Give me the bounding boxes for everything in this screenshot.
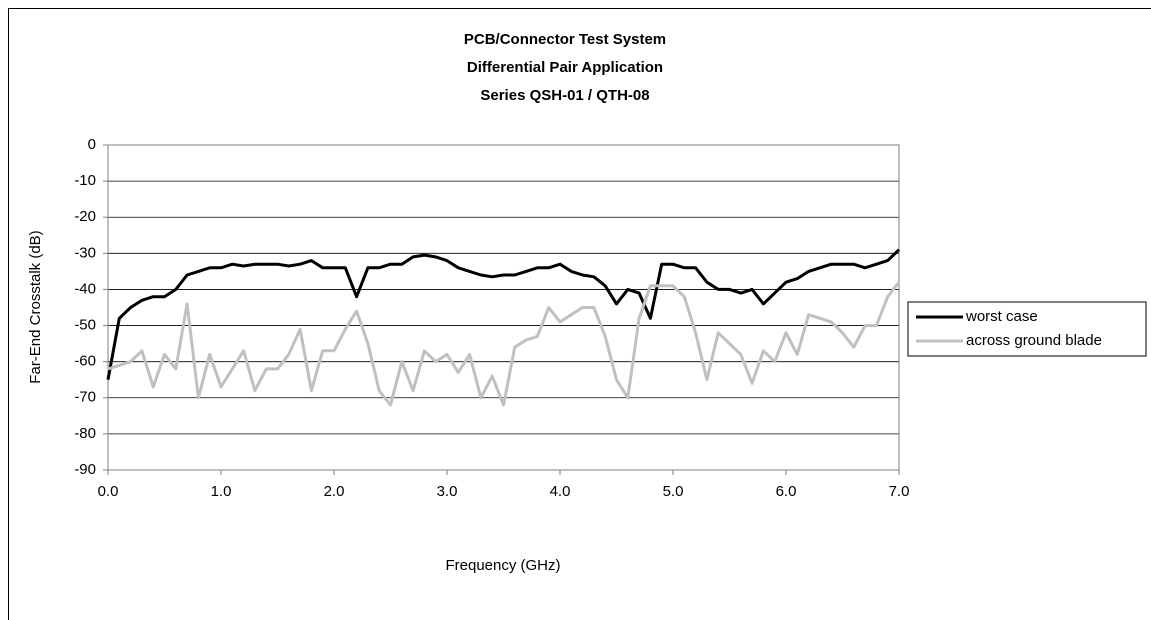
chart-title: Differential Pair Application: [467, 59, 663, 76]
y-tick-label: -60: [74, 353, 96, 370]
y-tick-label: 0: [88, 136, 96, 153]
x-tick-label: 2.0: [324, 483, 345, 500]
y-tick-label: -90: [74, 461, 96, 478]
x-tick-label: 6.0: [776, 483, 797, 500]
series-line: [106, 248, 901, 380]
y-tick-label: -20: [74, 208, 96, 225]
legend-box: [907, 301, 1147, 357]
x-tick-label: 4.0: [550, 483, 571, 500]
x-tick-label: 5.0: [663, 483, 684, 500]
y-tick-label: -40: [74, 280, 96, 297]
x-tick-label: 7.0: [889, 483, 910, 500]
y-tick-label: -80: [74, 425, 96, 442]
legend-label: across ground blade: [966, 332, 1102, 349]
y-tick-label: -10: [74, 172, 96, 189]
y-axis-label: Far-End Crosstalk (dB): [27, 230, 44, 383]
x-axis-label: Frequency (GHz): [445, 557, 560, 574]
x-tick-label: 0.0: [98, 483, 119, 500]
series-line: [107, 281, 901, 407]
y-tick-label: -30: [74, 244, 96, 261]
x-tick-label: 3.0: [437, 483, 458, 500]
plot-border: [107, 144, 900, 471]
y-tick-label: -70: [74, 389, 96, 406]
chart-title: Series QSH-01 / QTH-08: [480, 87, 649, 104]
legend-label: worst case: [965, 308, 1038, 325]
x-tick-label: 1.0: [211, 483, 232, 500]
chart-title: PCB/Connector Test System: [464, 31, 666, 48]
y-tick-label: -50: [74, 317, 96, 334]
